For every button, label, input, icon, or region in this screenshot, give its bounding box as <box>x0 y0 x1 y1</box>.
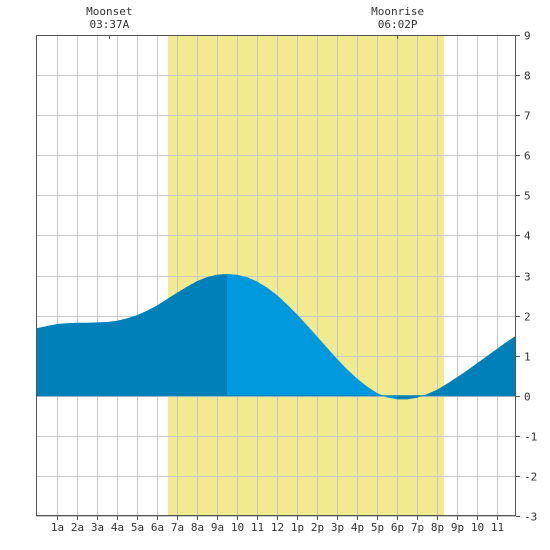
x-tick-label: 4p <box>351 521 364 534</box>
plot-frame <box>36 35 516 516</box>
x-tick-label: 7p <box>411 521 424 534</box>
daylight-band <box>168 35 444 516</box>
x-tick-label: 5p <box>371 521 384 534</box>
x-tick-label: 10 <box>231 521 244 534</box>
tide-layer <box>36 273 516 400</box>
x-tick-label: 11 <box>251 521 264 534</box>
y-tick-label: 3 <box>524 271 531 284</box>
x-tick-label: 7a <box>171 521 184 534</box>
x-tick-label: 12 <box>271 521 284 534</box>
y-tick-label: 6 <box>524 150 531 163</box>
y-tick-label: 8 <box>524 70 531 83</box>
x-tick-label: 10 <box>471 521 484 534</box>
x-tick-label: 8p <box>431 521 444 534</box>
x-tick-label: 6p <box>391 521 404 534</box>
moon-event-time: 06:02P <box>378 18 418 31</box>
y-tick-label: 0 <box>524 391 531 404</box>
y-tick-label: 2 <box>524 311 531 324</box>
x-tick-label: 5a <box>131 521 144 534</box>
x-tick-label: 1a <box>51 521 64 534</box>
x-tick-label: 1p <box>291 521 304 534</box>
x-tick-label: 6a <box>151 521 164 534</box>
y-tick-label: -1 <box>524 431 537 444</box>
x-tick-label: 11 <box>491 521 504 534</box>
y-tick-label: -2 <box>524 471 537 484</box>
y-tick-label: -3 <box>524 511 537 524</box>
x-tick-label: 2p <box>311 521 324 534</box>
y-tick-label: 5 <box>524 190 531 203</box>
y-tick-label: 7 <box>524 110 531 123</box>
x-tick-label: 3a <box>91 521 104 534</box>
x-tick-label: 3p <box>331 521 344 534</box>
x-tick-label: 2a <box>71 521 84 534</box>
moon-event-label: Moonrise <box>371 5 424 18</box>
y-tick-label: 4 <box>524 230 531 243</box>
moon-event-time: 03:37A <box>89 18 129 31</box>
x-tick-label: 9a <box>211 521 224 534</box>
tide-area-rising <box>36 273 227 396</box>
x-tick-label: 4a <box>111 521 124 534</box>
daylight-layer <box>168 35 444 516</box>
tide-area-rising-evening <box>397 335 516 400</box>
tide-area-falling <box>227 273 397 400</box>
moon-event-label: Moonset <box>86 5 132 18</box>
y-tick-label: 1 <box>524 351 531 364</box>
x-tick-label: 8a <box>191 521 204 534</box>
y-tick-label: 9 <box>524 30 531 43</box>
x-tick-label: 9p <box>451 521 464 534</box>
